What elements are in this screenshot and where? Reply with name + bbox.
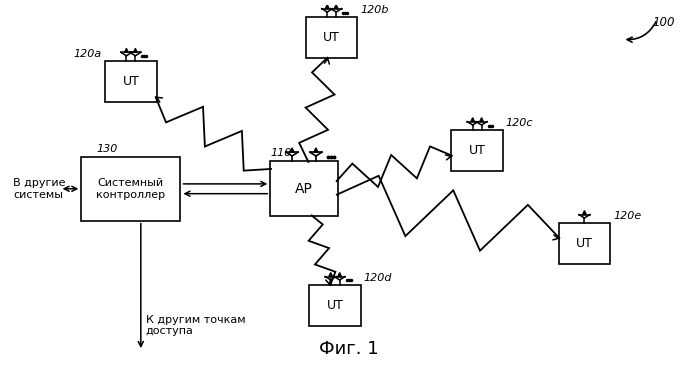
Text: UT: UT	[468, 144, 486, 157]
Text: К другим точкам
доступа: К другим точкам доступа	[146, 315, 246, 336]
Text: В другие
системы: В другие системы	[13, 178, 66, 200]
Text: AP: AP	[295, 182, 313, 196]
FancyBboxPatch shape	[270, 161, 338, 216]
Polygon shape	[290, 148, 294, 152]
FancyBboxPatch shape	[452, 130, 503, 171]
Polygon shape	[314, 148, 318, 152]
Polygon shape	[338, 273, 341, 276]
Text: UT: UT	[576, 237, 593, 250]
Polygon shape	[125, 48, 128, 52]
Text: 120d: 120d	[364, 273, 392, 283]
Polygon shape	[583, 211, 586, 215]
Text: 120e: 120e	[614, 211, 641, 221]
FancyBboxPatch shape	[309, 285, 361, 326]
FancyBboxPatch shape	[105, 61, 156, 102]
Text: Системный
контроллер: Системный контроллер	[96, 178, 165, 200]
Text: 120c: 120c	[506, 118, 533, 128]
Text: 100: 100	[652, 16, 674, 29]
FancyBboxPatch shape	[306, 17, 357, 58]
Polygon shape	[133, 48, 137, 52]
Text: UT: UT	[122, 75, 140, 88]
Text: UT: UT	[327, 299, 343, 312]
Polygon shape	[329, 273, 332, 276]
FancyBboxPatch shape	[81, 157, 181, 221]
Text: UT: UT	[323, 31, 340, 44]
Text: 120b: 120b	[360, 5, 389, 15]
FancyBboxPatch shape	[558, 223, 610, 264]
Polygon shape	[480, 118, 483, 122]
Text: 110: 110	[270, 148, 292, 158]
Polygon shape	[325, 5, 329, 9]
Polygon shape	[334, 5, 338, 9]
Polygon shape	[471, 118, 475, 122]
Text: 120a: 120a	[74, 49, 102, 59]
Text: Фиг. 1: Фиг. 1	[319, 340, 379, 358]
Text: 130: 130	[96, 144, 117, 154]
